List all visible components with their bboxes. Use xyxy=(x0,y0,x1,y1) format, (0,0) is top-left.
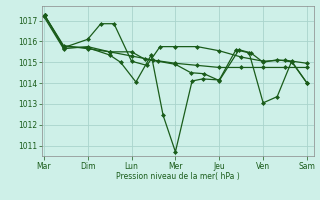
X-axis label: Pression niveau de la mer( hPa ): Pression niveau de la mer( hPa ) xyxy=(116,172,239,181)
